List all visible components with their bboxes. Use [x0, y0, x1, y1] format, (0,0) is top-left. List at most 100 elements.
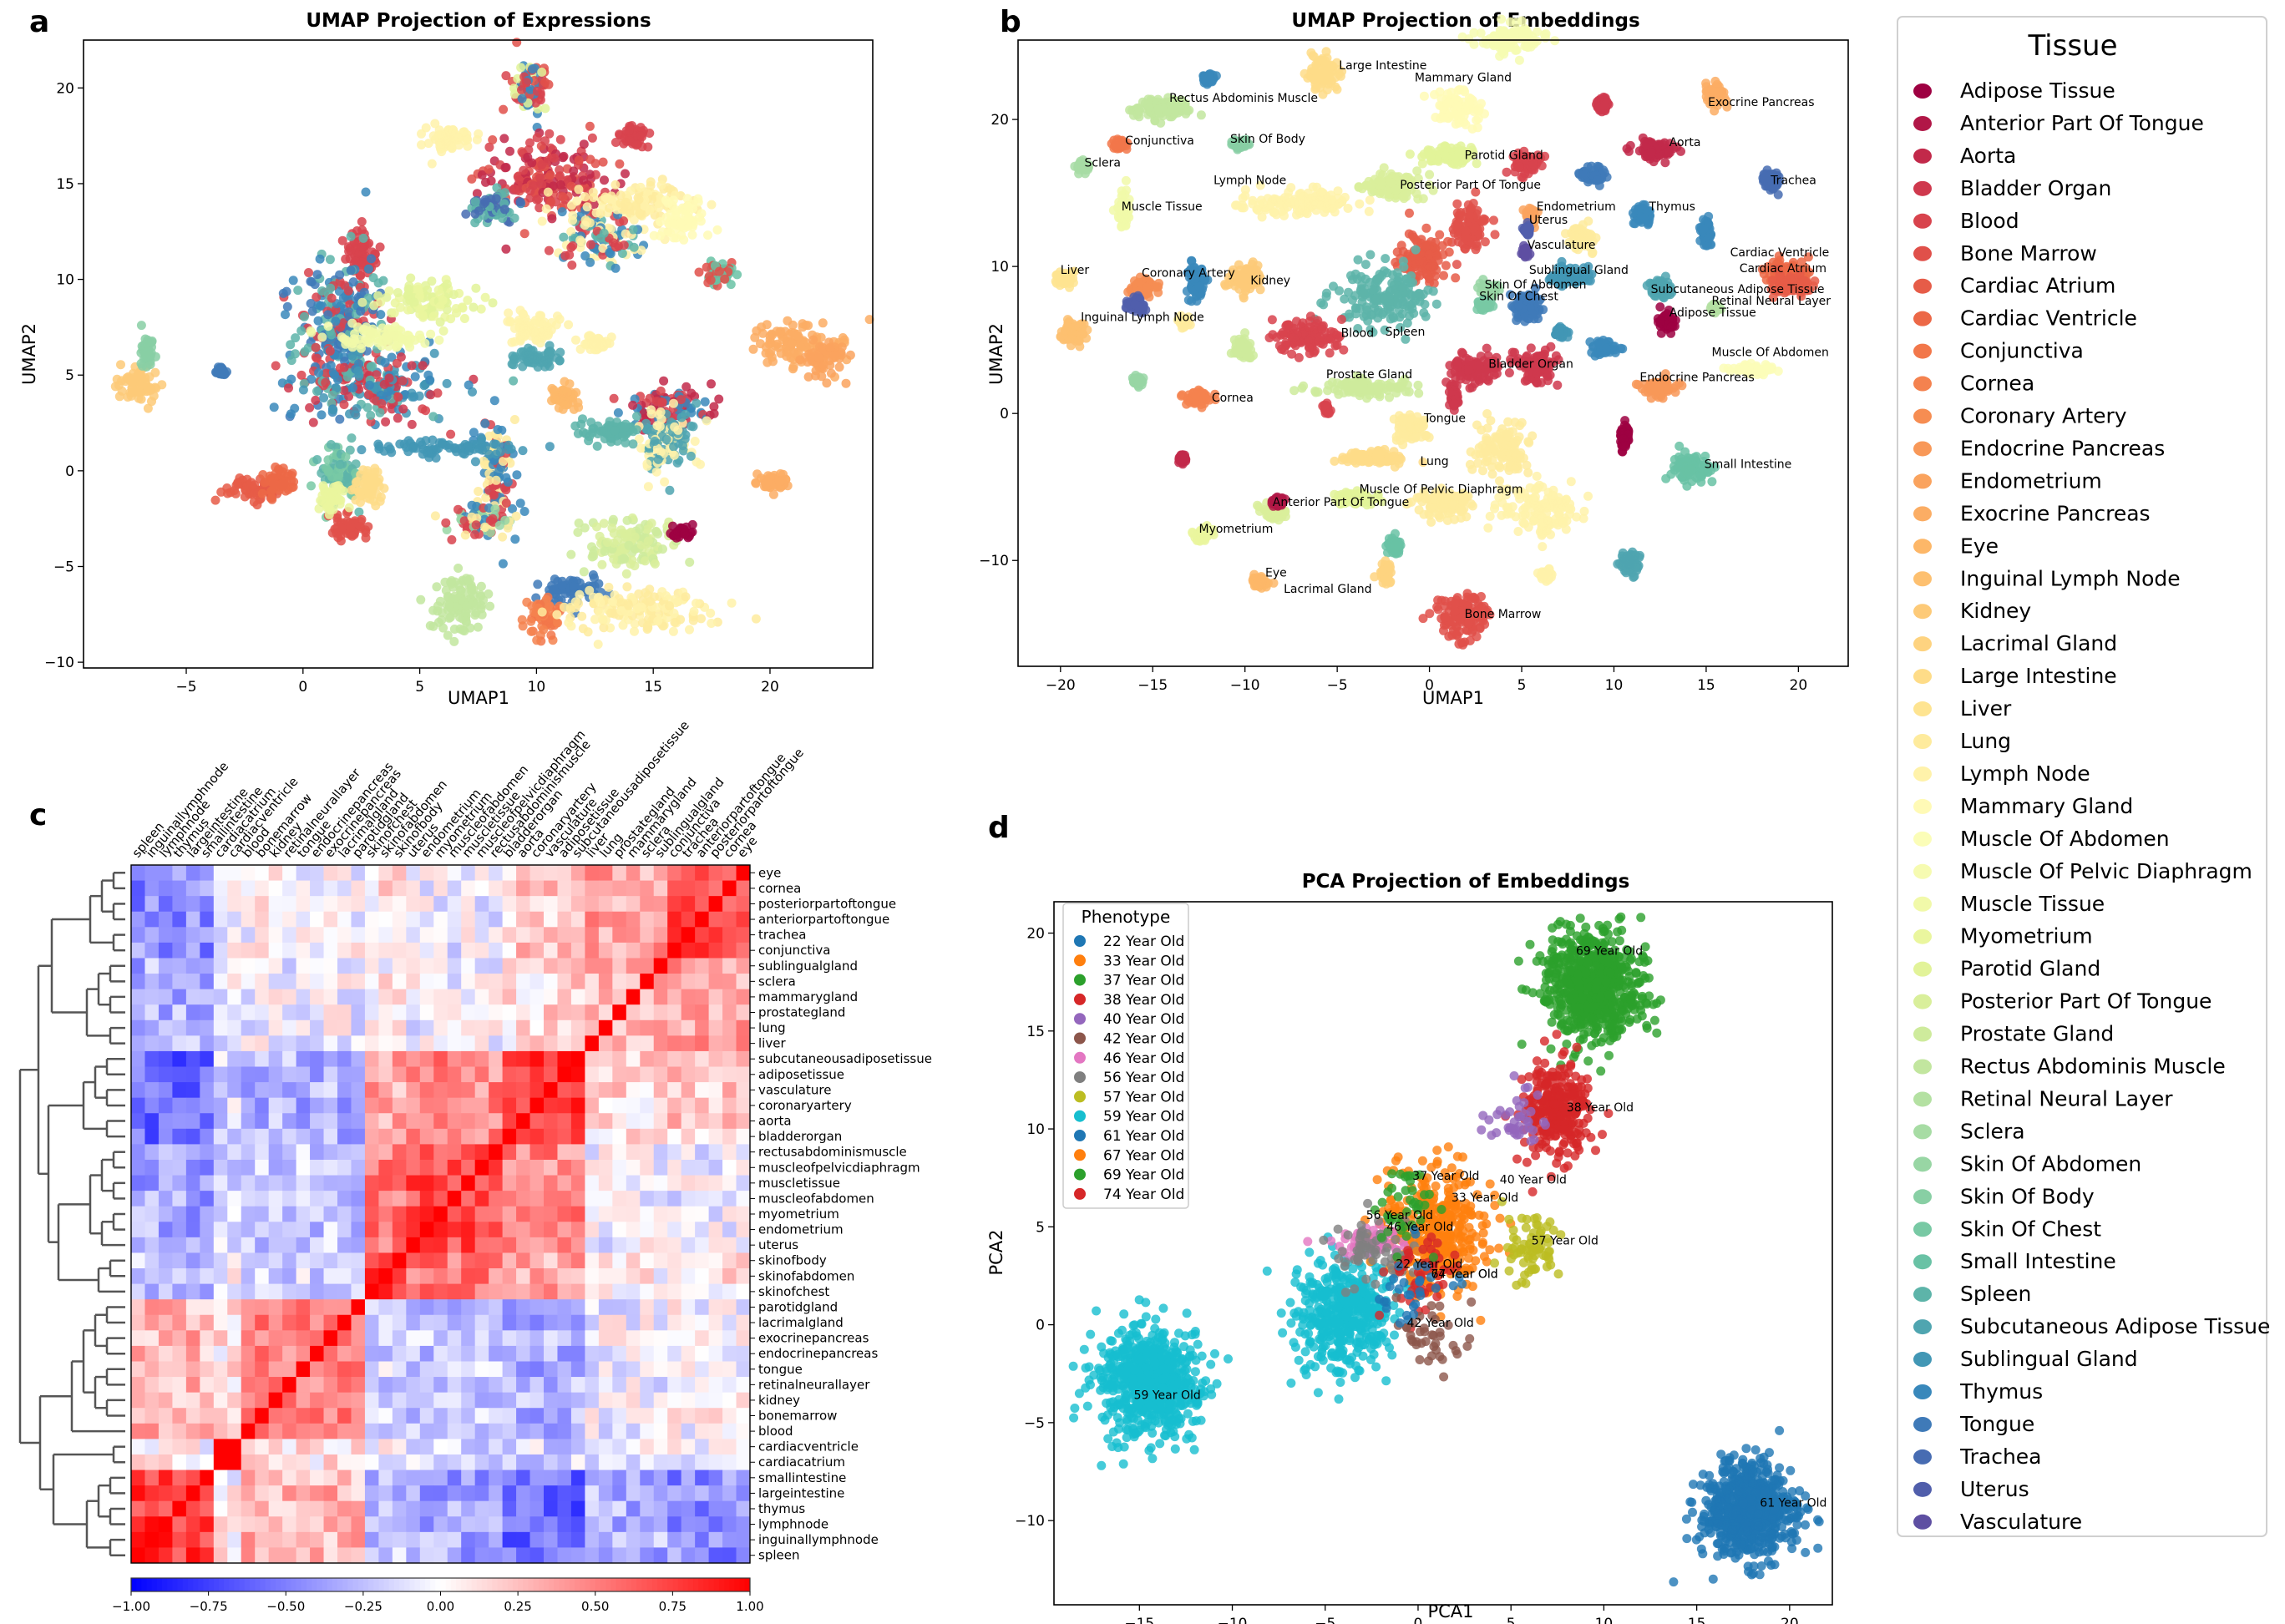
- panel-a-point: [826, 368, 836, 378]
- panel-a-point: [661, 213, 671, 222]
- panel-a-point: [505, 146, 514, 156]
- panel-a-point: [308, 417, 318, 428]
- panel-a-point: [559, 232, 569, 242]
- panel-a-point: [403, 305, 413, 315]
- panel-a-point: [544, 245, 554, 255]
- panel-a-point: [795, 355, 805, 365]
- panel-a-point: [550, 153, 559, 163]
- panel-a-point: [609, 554, 619, 564]
- panel-b-point: [1497, 14, 1507, 24]
- panel-a-point: [433, 601, 443, 611]
- panel-a-point: [435, 290, 445, 299]
- panel-a-point: [258, 470, 268, 479]
- panel-a-point: [707, 379, 716, 389]
- panel-a-point: [687, 230, 697, 240]
- panel-a-point: [407, 361, 417, 371]
- panel-a-point: [335, 414, 345, 424]
- panel-a-point: [518, 309, 528, 319]
- panel-a-point: [756, 339, 765, 349]
- panel-a-point: [312, 270, 322, 280]
- panel-a-point: [668, 195, 678, 205]
- panel-a-point: [468, 387, 477, 397]
- panel-a-cluster: [136, 321, 160, 372]
- panel-letter-b: b: [1000, 5, 1021, 39]
- panel-b-point: [1446, 143, 1457, 153]
- panel-a-point: [629, 242, 639, 252]
- panel-a-point: [622, 582, 632, 592]
- panel-b-point: [1316, 187, 1326, 197]
- panel-a-point: [470, 209, 480, 219]
- panel-a-point: [495, 447, 505, 457]
- panel-a-point: [709, 402, 719, 412]
- panel-a-point: [631, 140, 641, 150]
- panel-a-point: [611, 138, 621, 147]
- panel-a-point: [585, 257, 595, 267]
- panel-a-point: [423, 139, 433, 149]
- panel-a-point: [572, 196, 582, 206]
- panel-a-point: [546, 197, 556, 207]
- panel-a-point: [474, 487, 484, 496]
- panel-a-xtick-label: 10: [528, 679, 546, 696]
- panel-a-point: [417, 140, 426, 149]
- panel-a-point: [650, 437, 660, 446]
- panel-a-point: [574, 185, 584, 195]
- panel-a-point: [288, 276, 298, 286]
- panel-a-point: [453, 504, 463, 514]
- panel-a-point: [445, 612, 455, 622]
- panel-a-point: [501, 244, 511, 254]
- panel-a-point: [545, 347, 555, 356]
- panel-a-point: [449, 625, 459, 634]
- panel-a-point: [600, 175, 609, 185]
- panel-a-point: [587, 133, 597, 143]
- panel-a-point: [383, 442, 393, 452]
- panel-a-ytick-label: 0: [65, 463, 74, 480]
- panel-a-point: [346, 266, 356, 276]
- panel-a-point: [516, 63, 526, 73]
- panel-a-point: [419, 381, 429, 391]
- panel-a-point: [535, 203, 545, 213]
- panel-a-point: [357, 445, 367, 455]
- panel-a-xtick-label: 5: [415, 679, 424, 696]
- panel-a-point: [467, 174, 477, 184]
- panel-a-point: [697, 614, 706, 624]
- panel-a-point: [326, 361, 336, 371]
- panel-a-point: [653, 454, 663, 464]
- panel-a-point: [566, 181, 576, 191]
- panel-a-point: [488, 135, 498, 144]
- panel-a-point: [578, 624, 588, 634]
- panel-a-point: [342, 516, 352, 526]
- panel-a-point: [547, 214, 557, 224]
- panel-a-point: [321, 488, 330, 498]
- panel-a-point: [286, 374, 296, 384]
- panel-a-point: [609, 393, 619, 403]
- panel-a-point: [772, 326, 782, 336]
- panel-a-point: [438, 326, 448, 336]
- panel-a-point: [484, 164, 494, 175]
- panel-a-point: [381, 417, 391, 427]
- panel-b-point: [1254, 200, 1264, 210]
- panel-b-point: [1354, 182, 1364, 192]
- panel-a-point: [393, 392, 403, 402]
- panel-a-point: [643, 536, 653, 546]
- panel-b-point: [1540, 29, 1549, 39]
- panel-a-point: [714, 394, 724, 404]
- panel-a-point: [480, 292, 490, 302]
- panel-b-point: [1624, 146, 1634, 156]
- panel-a-point: [543, 187, 553, 197]
- panel-a-point: [491, 475, 501, 485]
- panel-a-point: [282, 301, 292, 311]
- panel-a-point: [768, 489, 778, 499]
- panel-b-point: [1469, 39, 1479, 49]
- panel-a-point: [489, 396, 499, 406]
- panel-a-point: [595, 607, 605, 617]
- panel-a-point: [509, 376, 519, 386]
- panel-b-point: [1133, 103, 1143, 113]
- panel-a-point: [300, 347, 310, 357]
- panel-a-point: [438, 438, 448, 448]
- panel-a-point: [580, 192, 590, 202]
- panel-a-point: [434, 335, 444, 345]
- panel-a-point: [562, 387, 572, 397]
- panel-a-point: [413, 282, 423, 292]
- panel-a-point: [365, 380, 374, 390]
- panel-a-point: [576, 419, 586, 429]
